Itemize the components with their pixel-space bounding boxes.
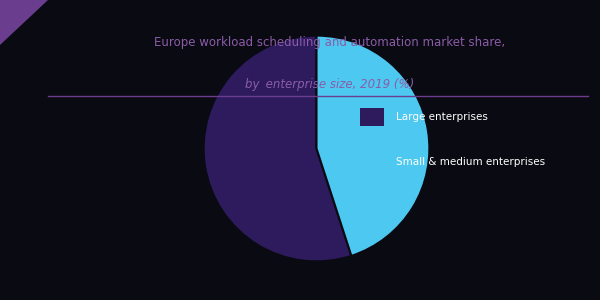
Wedge shape — [317, 36, 430, 256]
Text: Small & medium enterprises: Small & medium enterprises — [396, 157, 545, 167]
Text: Europe workload scheduling and automation market share,: Europe workload scheduling and automatio… — [154, 36, 506, 49]
Text: Large enterprises: Large enterprises — [396, 112, 488, 122]
Text: by  enterprise size, 2019 (%): by enterprise size, 2019 (%) — [245, 78, 415, 91]
Wedge shape — [203, 36, 352, 261]
